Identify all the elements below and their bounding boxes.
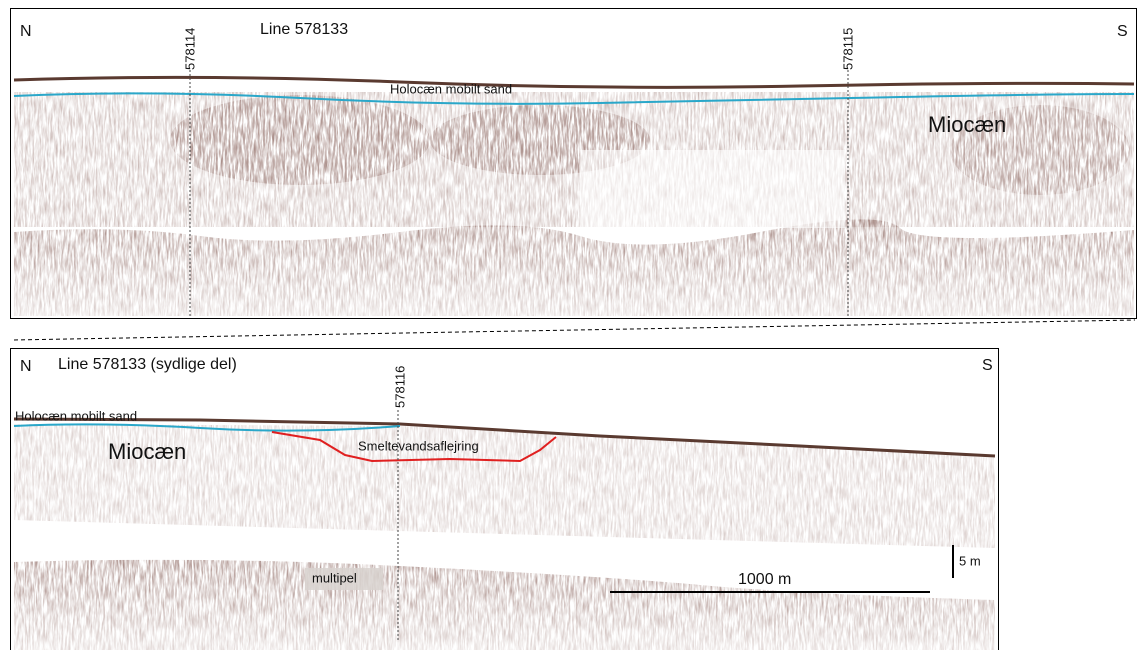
direction-label: S (1117, 23, 1128, 40)
scale-label: 5 m (959, 553, 981, 568)
scale-label: 1000 m (738, 571, 791, 588)
marker-label: 578114 (182, 28, 197, 70)
page: N S Line 578133 578114 578115 Holocæn mo… (0, 0, 1141, 650)
panel-title: Line 578133 (260, 21, 348, 38)
marker-label: 578116 (392, 366, 407, 408)
marker-label: 578115 (840, 28, 855, 70)
sand-label: Holocæn mobilt sand (390, 81, 512, 96)
panel-title: Line 578133 (sydlige del) (58, 356, 237, 373)
direction-label: S (982, 357, 993, 374)
unit-label: Miocæn (108, 439, 186, 464)
data-gap (580, 150, 845, 228)
reflector-texture (170, 95, 430, 185)
connector (14, 320, 1135, 340)
direction-label: N (20, 23, 32, 40)
sand-label: Holocæn mobilt sand (15, 408, 137, 423)
unit-label: Miocæn (928, 112, 1006, 137)
figure: N S Line 578133 578114 578115 Holocæn mo… (0, 0, 1141, 650)
channel-label: Smeltevandsaflejring (358, 438, 479, 453)
multiple-label: multipel (312, 570, 357, 585)
direction-label: N (20, 358, 32, 375)
